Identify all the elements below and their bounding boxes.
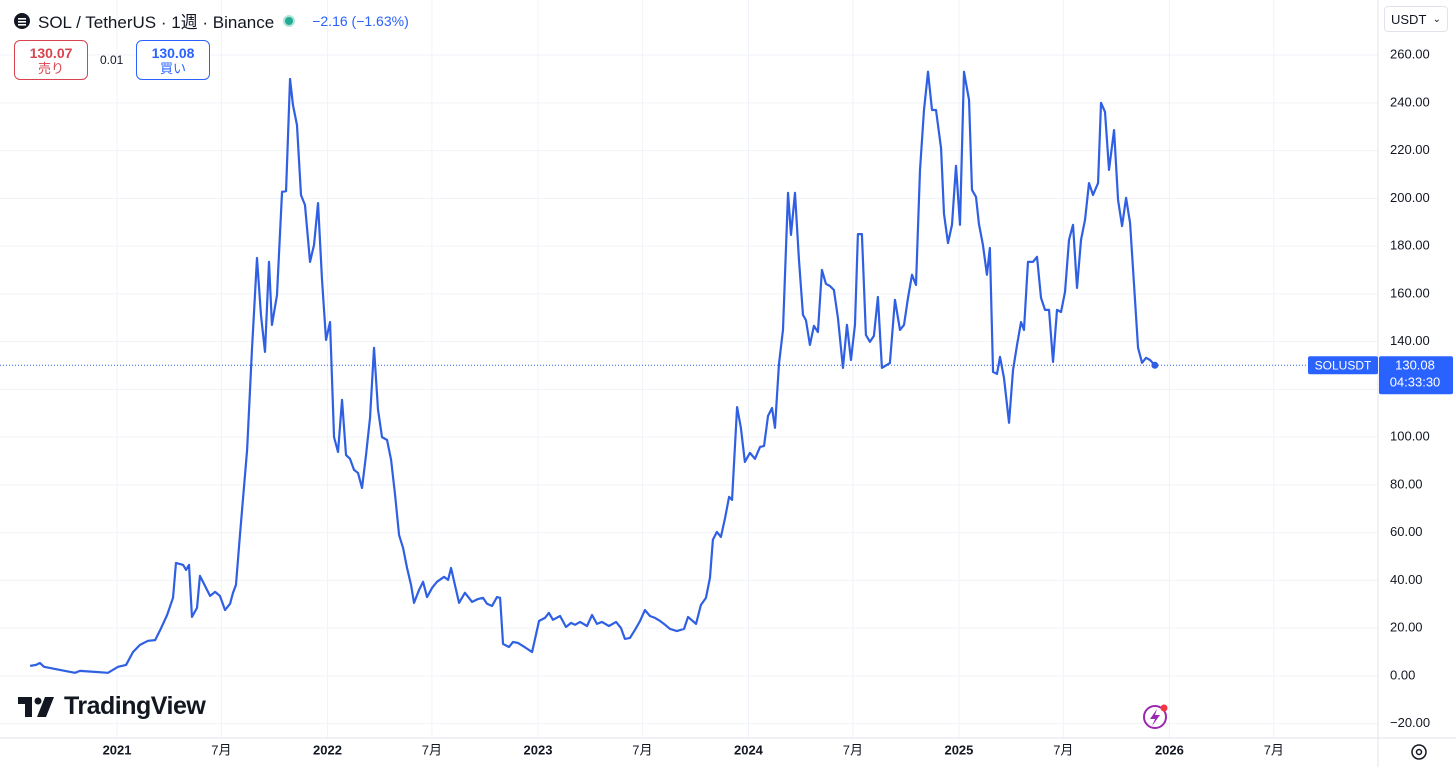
currency-select[interactable]: USDT ⌄ (1384, 6, 1448, 32)
y-tick-label: −20.00 (1390, 715, 1430, 730)
buy-price: 130.08 (151, 45, 195, 61)
grid (0, 0, 1378, 738)
last-point (1151, 361, 1159, 369)
dropdown-arrow: ⌄ (1432, 14, 1441, 25)
logo[interactable]: TradingView (18, 692, 206, 721)
logo-mark (18, 696, 54, 717)
x-tick-label: 7月 (843, 742, 863, 757)
lightning-icon[interactable] (1143, 704, 1168, 729)
y-tick-label: 220.00 (1390, 142, 1430, 157)
logo-text: TradingView (64, 692, 206, 720)
sell-price: 130.07 (29, 45, 73, 61)
price-line (29, 70, 1156, 674)
x-tick-label: 7月 (632, 742, 652, 757)
y-tick-label: 240.00 (1390, 94, 1430, 109)
countdown: 04:33:30 (1390, 375, 1441, 390)
x-tick-label: 2023 (524, 742, 553, 757)
x-tick-label: 2021 (103, 742, 132, 757)
x-tick-label: 2024 (734, 742, 764, 757)
x-tick-label: 2026 (1155, 742, 1184, 757)
settings-icon[interactable] (1411, 744, 1427, 760)
y-tick-label: 260.00 (1390, 46, 1430, 61)
price-tag-value: 130.08 (1395, 358, 1435, 373)
market-status (283, 14, 296, 27)
symbol-icon (14, 12, 30, 29)
price-tag (1379, 356, 1453, 395)
y-tick-label: 80.00 (1390, 476, 1423, 491)
series-tag-name: SOLUSDT (1315, 358, 1372, 372)
y-tick-label: 160.00 (1390, 285, 1430, 300)
y-tick-label: 100.00 (1390, 429, 1430, 444)
spread: 0.01 (100, 53, 124, 67)
buy-button[interactable]: 130.08 買い (136, 40, 210, 80)
x-tick-label: 7月 (1053, 742, 1073, 757)
y-tick-label: 180.00 (1390, 238, 1430, 253)
x-tick-label: 2022 (313, 742, 342, 757)
y-tick-label: 60.00 (1390, 524, 1423, 539)
x-tick-label: 7月 (422, 742, 442, 757)
buy-label: 買い (159, 61, 186, 76)
y-tick-label: 20.00 (1390, 620, 1423, 635)
x-tick-label: 2025 (944, 742, 973, 757)
currency: USDT (1391, 12, 1427, 27)
sell-label: 売り (37, 61, 64, 76)
series-tag (1308, 356, 1378, 375)
y-tick-label: 140.00 (1390, 333, 1430, 348)
y-tick-label: 40.00 (1390, 572, 1423, 587)
x-tick-label: 7月 (211, 742, 231, 757)
symbol-header: SOL / TetherUS · 1週 · Binance −2.16 (−1.… (14, 8, 409, 33)
y-tick-label: 0.00 (1390, 667, 1415, 682)
x-tick-label: 7月 (1264, 742, 1284, 757)
sell-button[interactable]: 130.07 売り (14, 40, 88, 80)
price-change: −2.16 (−1.63%) (312, 12, 409, 29)
y-tick-label: 200.00 (1390, 190, 1430, 205)
symbol-title[interactable]: SOL / TetherUS · 1週 · Binance (38, 13, 275, 32)
